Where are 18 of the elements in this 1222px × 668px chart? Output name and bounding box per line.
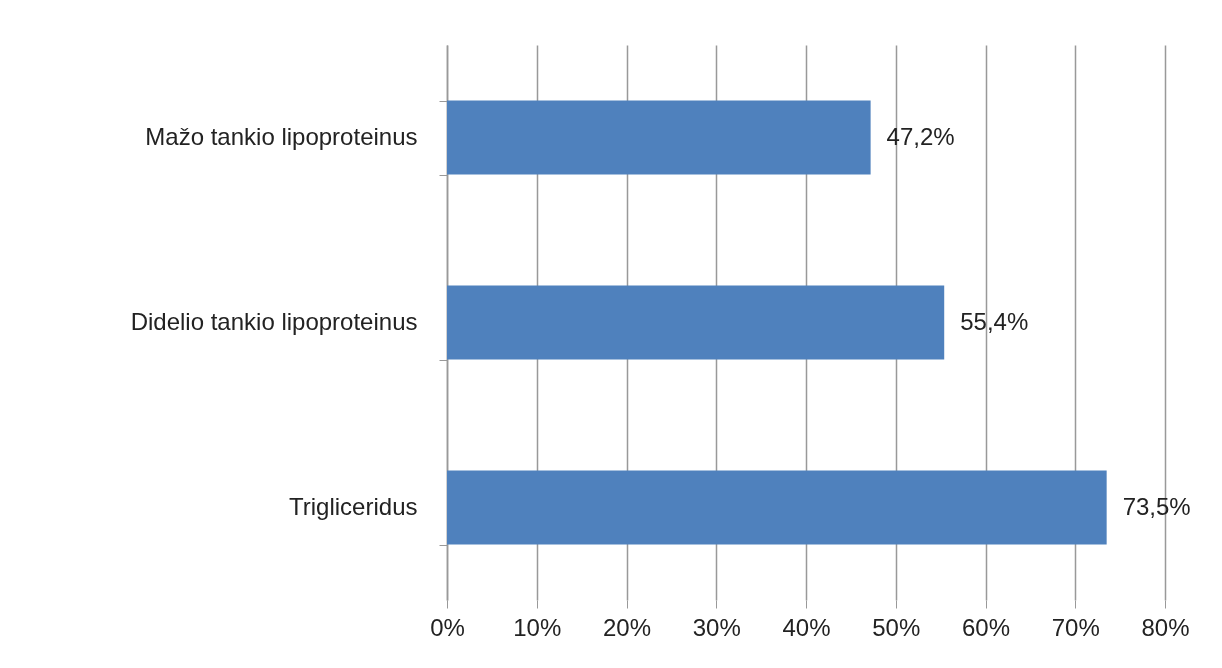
x-tick-label: 80% [1141,613,1190,641]
bar [447,285,945,360]
y-tick-label: Trigliceridus [289,493,418,520]
data-label: 55,4% [960,307,1029,335]
x-tick-label: 40% [782,613,831,641]
x-tick-label: 50% [872,613,921,641]
x-tick-label: 0% [430,613,465,641]
bar [447,470,1107,545]
x-tick-label: 60% [961,613,1011,641]
x-tick-label: 20% [602,613,652,641]
bar [447,100,871,175]
y-tick-label: Didelio tankio lipoproteinus [130,308,418,335]
y-tick-label: Mažo tankio lipoproteinus [145,123,418,150]
data-label: 47,2% [886,122,955,150]
x-tick-label: 70% [1051,613,1100,641]
x-tick-label: 30% [692,613,741,641]
x-tick-label: 10% [513,613,562,641]
data-label: 73,5% [1122,492,1191,520]
